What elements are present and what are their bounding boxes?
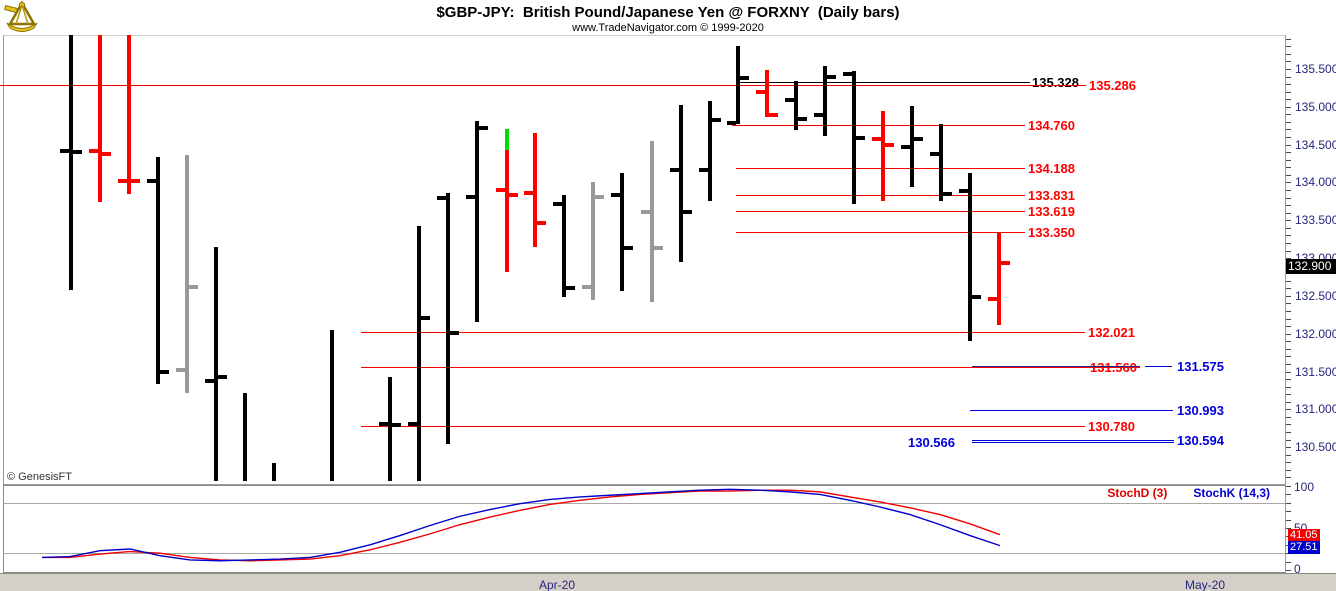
- price-axis-tick: [1286, 220, 1291, 222]
- price-axis-tick: [1286, 129, 1291, 131]
- price-axis-tick: [1286, 432, 1291, 434]
- price-axis-tick: [1286, 416, 1291, 418]
- price-axis-tick: [1286, 326, 1291, 328]
- price-axis-tick: [1286, 212, 1291, 214]
- price-axis-tick: [1286, 447, 1291, 449]
- price-axis-tick: [1286, 38, 1291, 40]
- price-axis-tick: [1286, 61, 1291, 63]
- price-axis-tick: [1286, 401, 1291, 403]
- price-axis-tick: [1286, 227, 1291, 229]
- price-axis-tick: [1286, 318, 1291, 320]
- price-axis-tick: [1286, 409, 1291, 411]
- price-plot-area[interactable]: [3, 35, 1286, 486]
- stochd-value-badge: 41.05: [1288, 529, 1320, 542]
- chart-title: $GBP-JPY: British Pound/Japanese Yen @ F…: [436, 4, 900, 21]
- price-axis-label: 132.500: [1295, 288, 1336, 303]
- price-axis-tick: [1286, 379, 1291, 381]
- price-axis-tick: [1286, 167, 1291, 169]
- price-axis-tick: [1286, 386, 1291, 388]
- price-axis-tick: [1286, 469, 1291, 471]
- price-axis-tick: [1286, 242, 1291, 244]
- price-axis-tick: [1286, 91, 1291, 93]
- price-axis-tick: [1286, 182, 1291, 184]
- genesis-watermark: © GenesisFT: [7, 471, 72, 483]
- price-axis-tick: [1286, 144, 1291, 146]
- price-axis-tick: [1286, 114, 1291, 116]
- date-axis: [0, 573, 1336, 591]
- price-axis-tick: [1286, 477, 1291, 479]
- price-axis-tick: [1286, 356, 1291, 358]
- price-axis-tick: [1286, 348, 1291, 350]
- price-axis-label: 130.500: [1295, 440, 1336, 455]
- price-axis-tick: [1286, 76, 1291, 78]
- price-axis-tick: [1286, 424, 1291, 426]
- price-axis-tick: [1286, 189, 1291, 191]
- price-axis-tick: [1286, 68, 1291, 70]
- price-axis-tick: [1286, 174, 1291, 176]
- price-axis-tick: [1286, 235, 1291, 237]
- right-price-axis[interactable]: 135.500135.000134.500134.000133.500133.0…: [1285, 35, 1336, 573]
- price-axis-tick: [1286, 303, 1291, 305]
- price-axis-tick: [1286, 439, 1291, 441]
- last-price-badge: 132.900: [1286, 259, 1336, 274]
- price-axis-tick: [1286, 394, 1291, 396]
- price-axis-label: 134.000: [1295, 175, 1336, 190]
- price-axis-tick: [1286, 333, 1291, 335]
- price-axis-tick: [1286, 341, 1291, 343]
- price-axis-tick: [1286, 46, 1291, 48]
- stochk-value-badge: 27.51: [1288, 541, 1320, 554]
- price-axis-tick: [1286, 84, 1291, 86]
- price-axis-tick: [1286, 152, 1291, 154]
- price-axis-tick: [1286, 121, 1291, 123]
- price-axis-tick: [1286, 462, 1291, 464]
- price-axis-tick: [1286, 250, 1291, 252]
- price-axis-label: 131.500: [1295, 364, 1336, 379]
- price-axis-label: 134.500: [1295, 137, 1336, 152]
- stochd-legend-label[interactable]: StochD (3): [1107, 486, 1168, 500]
- price-axis-label: 132.000: [1295, 326, 1336, 341]
- stochastic-legend: StochD (3) StochK (14,3): [0, 486, 1270, 500]
- price-axis-tick: [1286, 159, 1291, 161]
- price-axis-tick: [1286, 205, 1291, 207]
- price-axis-label: 135.000: [1295, 99, 1336, 114]
- price-axis-tick: [1286, 280, 1291, 282]
- sextant-logo-icon: [4, 1, 38, 32]
- price-axis-tick: [1286, 137, 1291, 139]
- price-axis-tick: [1286, 99, 1291, 101]
- price-axis-tick: [1286, 311, 1291, 313]
- stochk-legend-label[interactable]: StochK (14,3): [1193, 486, 1270, 500]
- price-axis-tick: [1286, 295, 1291, 297]
- price-axis-label: 133.500: [1295, 213, 1336, 228]
- chart-subtitle: www.TradeNavigator.com © 1999-2020: [572, 22, 764, 34]
- price-axis-tick: [1286, 371, 1291, 373]
- price-axis-tick: [1286, 106, 1291, 108]
- price-axis-tick: [1286, 258, 1291, 260]
- price-axis-label: 135.500: [1295, 61, 1336, 76]
- price-axis-tick: [1286, 53, 1291, 55]
- price-axis-tick: [1286, 288, 1291, 290]
- price-axis-tick: [1286, 454, 1291, 456]
- price-axis-tick: [1286, 363, 1291, 365]
- price-axis-label: 131.000: [1295, 402, 1336, 417]
- price-axis-tick: [1286, 197, 1291, 199]
